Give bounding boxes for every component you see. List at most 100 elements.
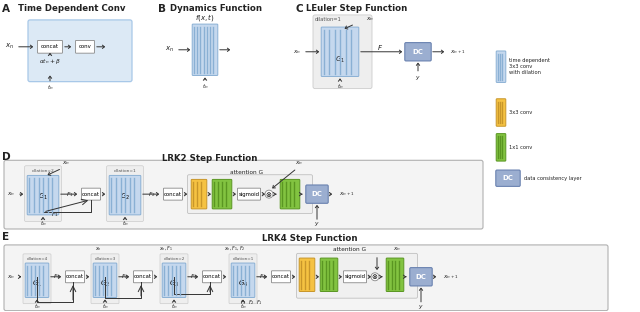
Text: conv: conv [79, 44, 92, 49]
Text: $x_n$: $x_n$ [7, 190, 15, 198]
Text: $F_1$: $F_1$ [53, 272, 61, 281]
Text: $t_n$: $t_n$ [240, 302, 246, 311]
FancyBboxPatch shape [28, 20, 132, 82]
FancyBboxPatch shape [321, 27, 359, 76]
Text: 1x1 conv: 1x1 conv [509, 145, 532, 150]
FancyBboxPatch shape [271, 271, 291, 283]
Text: $x_n$: $x_n$ [6, 42, 15, 51]
FancyBboxPatch shape [237, 188, 260, 200]
Text: DC: DC [312, 191, 323, 197]
FancyBboxPatch shape [344, 271, 367, 283]
Text: $t_n$: $t_n$ [171, 302, 177, 311]
Text: $x_n$: $x_n$ [166, 45, 175, 54]
FancyBboxPatch shape [134, 271, 152, 283]
Text: $F_2$: $F_2$ [248, 298, 255, 307]
Text: $G_1$: $G_1$ [335, 55, 345, 65]
Text: dilation=4: dilation=4 [26, 257, 47, 261]
Text: dilation=3: dilation=3 [94, 257, 116, 261]
FancyBboxPatch shape [202, 271, 221, 283]
Text: DC: DC [413, 49, 424, 55]
FancyBboxPatch shape [65, 271, 84, 283]
FancyBboxPatch shape [192, 24, 218, 76]
Text: $G_4$: $G_4$ [238, 279, 248, 289]
Text: $G_3$: $G_3$ [169, 279, 179, 289]
Text: $x_n$: $x_n$ [95, 245, 101, 253]
Text: $F_3$: $F_3$ [190, 272, 198, 281]
Text: $F$: $F$ [377, 43, 383, 52]
FancyBboxPatch shape [93, 263, 117, 297]
FancyBboxPatch shape [4, 245, 608, 311]
FancyBboxPatch shape [38, 41, 63, 53]
FancyBboxPatch shape [106, 166, 143, 222]
FancyBboxPatch shape [496, 99, 506, 126]
Text: concat: concat [272, 274, 290, 279]
Text: $t_n$: $t_n$ [202, 82, 208, 91]
Text: $G_2$: $G_2$ [120, 192, 130, 202]
Text: dilation=1: dilation=1 [114, 169, 136, 173]
FancyBboxPatch shape [188, 175, 312, 213]
FancyBboxPatch shape [313, 15, 372, 89]
Text: concat: concat [164, 192, 182, 197]
Text: Dynamics Function: Dynamics Function [170, 4, 262, 13]
FancyBboxPatch shape [81, 188, 100, 200]
Text: Time Dependent Conv: Time Dependent Conv [18, 4, 125, 13]
Text: $G_2$: $G_2$ [100, 279, 110, 289]
Text: LRK4 Step Function: LRK4 Step Function [262, 234, 358, 243]
FancyBboxPatch shape [27, 175, 59, 215]
Text: $x_n$: $x_n$ [62, 159, 70, 167]
Text: C: C [295, 4, 303, 14]
FancyBboxPatch shape [296, 253, 417, 298]
Text: $\alpha t_n + \beta$: $\alpha t_n + \beta$ [39, 57, 61, 66]
Text: $t_n$: $t_n$ [40, 220, 46, 228]
Text: data consistency layer: data consistency layer [524, 176, 582, 181]
Text: $x_n$: $x_n$ [7, 273, 15, 281]
Text: LRK2 Step Function: LRK2 Step Function [163, 154, 258, 163]
Text: $G_1$: $G_1$ [32, 279, 42, 289]
Text: $x_{n+1}$: $x_{n+1}$ [339, 190, 355, 198]
Text: A: A [2, 4, 10, 14]
Text: 3x3 conv: 3x3 conv [509, 110, 532, 115]
FancyBboxPatch shape [231, 263, 255, 297]
Text: $x_n$: $x_n$ [393, 245, 401, 253]
Text: DC: DC [502, 175, 513, 181]
Text: $y$: $y$ [418, 303, 424, 311]
Text: concat: concat [66, 274, 84, 279]
FancyBboxPatch shape [24, 166, 61, 222]
Text: dilation=1: dilation=1 [232, 257, 253, 261]
FancyBboxPatch shape [162, 263, 186, 297]
FancyBboxPatch shape [212, 179, 232, 209]
Text: concat: concat [41, 44, 59, 49]
Text: dilation=2: dilation=2 [163, 257, 185, 261]
FancyBboxPatch shape [109, 175, 141, 215]
Text: dilation=2: dilation=2 [31, 169, 54, 173]
Text: $F_1$: $F_1$ [51, 210, 59, 218]
Text: D: D [2, 152, 11, 162]
Text: $y$: $y$ [415, 74, 421, 82]
FancyBboxPatch shape [91, 254, 119, 304]
Text: $\otimes$: $\otimes$ [266, 190, 273, 199]
Text: $f(x,t)$: $f(x,t)$ [195, 12, 215, 23]
FancyBboxPatch shape [25, 263, 49, 297]
Text: sigmoid: sigmoid [239, 192, 259, 197]
Text: $y$: $y$ [314, 220, 320, 228]
Text: $t_n$: $t_n$ [47, 83, 53, 92]
Text: E: E [2, 232, 9, 242]
Text: $x_{n+1}$: $x_{n+1}$ [450, 48, 465, 56]
FancyBboxPatch shape [4, 160, 483, 229]
FancyBboxPatch shape [280, 179, 300, 209]
FancyBboxPatch shape [410, 268, 432, 286]
Text: dilation=1: dilation=1 [315, 17, 341, 22]
Text: $t_n$: $t_n$ [337, 82, 343, 91]
Text: $x_n$: $x_n$ [366, 15, 374, 23]
FancyBboxPatch shape [405, 43, 431, 61]
FancyBboxPatch shape [300, 258, 315, 291]
Text: concat: concat [134, 274, 152, 279]
Text: $F_1$: $F_1$ [255, 298, 262, 307]
FancyBboxPatch shape [496, 134, 506, 161]
Text: $F_1$: $F_1$ [66, 190, 74, 199]
FancyBboxPatch shape [76, 41, 95, 53]
Text: $F_4$: $F_4$ [259, 272, 267, 281]
Text: attention G: attention G [230, 170, 264, 175]
Text: time dependent
3x3 conv
with dilation: time dependent 3x3 conv with dilation [509, 58, 550, 76]
FancyBboxPatch shape [23, 254, 51, 304]
